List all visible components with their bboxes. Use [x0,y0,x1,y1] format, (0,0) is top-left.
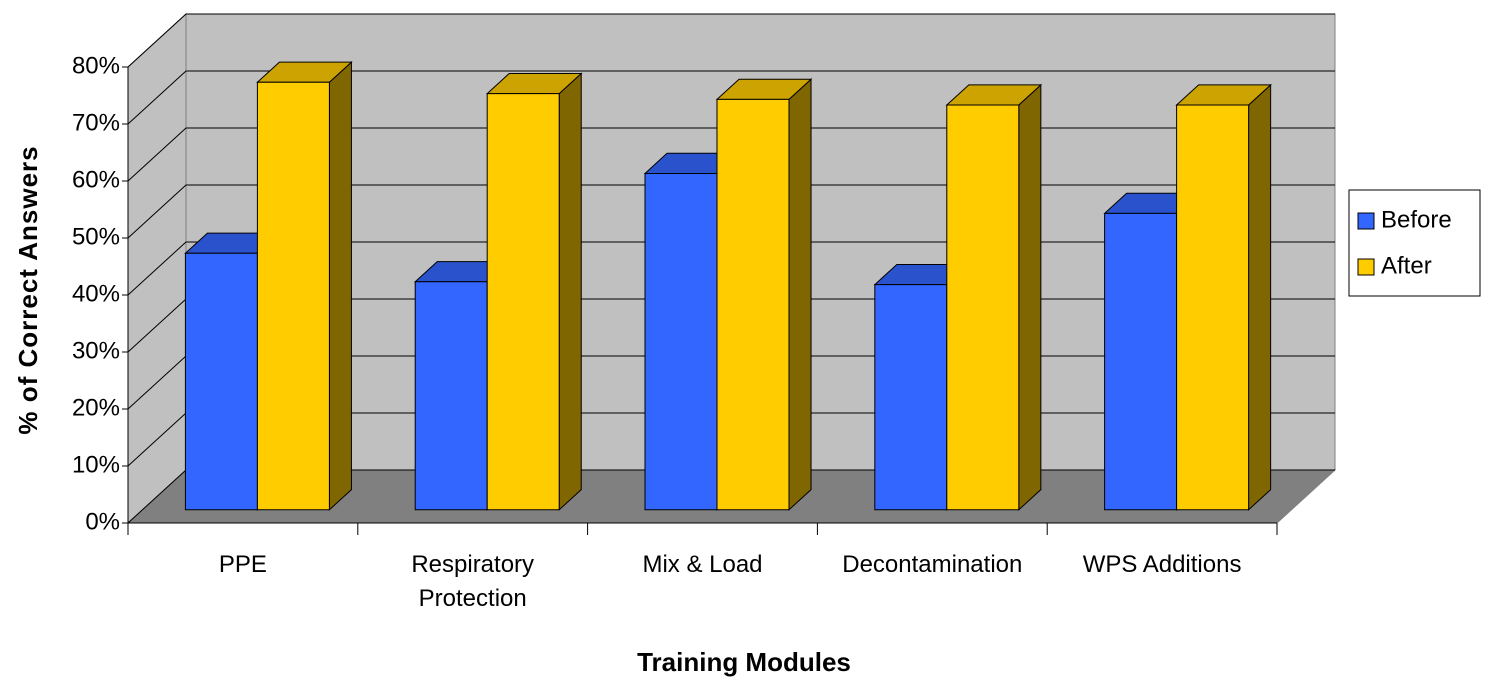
y-tick-label: 70% [72,109,120,136]
x-tick-label: Respiratory Protection [411,551,535,612]
y-tick-label: 20% [72,394,120,421]
bar [485,72,583,511]
x-tick-label: PPE [218,551,267,578]
legend-swatch [1357,258,1375,276]
bar-front [1176,104,1250,511]
bar [945,83,1043,511]
x-tick-label: Mix & Load [642,551,763,578]
bar [1175,83,1272,511]
y-tick-label: 30% [72,337,120,364]
bar [715,78,813,511]
legend-swatch [1357,212,1375,230]
x-tick-label: WPS Additions [1082,551,1242,578]
legend-box [1348,189,1481,297]
bar-side [1018,83,1042,511]
bar-side [788,78,812,511]
y-axis-title: % of Correct Answers [13,145,43,434]
bar-front [644,172,718,511]
legend-label: After [1381,252,1432,279]
legend-label: Before [1381,206,1452,233]
y-tick-label: 50% [72,223,120,250]
grid-line [127,13,1335,68]
bar-front [1104,212,1178,511]
bar-front [184,252,258,511]
bar-front [874,284,948,511]
y-tick-label: 0% [85,508,120,535]
x-tick-label: Decontamination [842,551,1023,578]
x-axis-title: Training Modules [637,647,851,677]
bar-front [256,81,330,511]
y-tick-label: 60% [72,166,120,193]
y-tick-label: 80% [72,52,120,79]
bar [256,60,353,511]
bar-front [716,98,790,511]
bar-side [1248,83,1272,511]
y-tick-label: 40% [72,280,120,307]
bar-side [558,72,582,511]
bar-front [946,104,1020,511]
y-tick-label: 10% [72,451,120,478]
bar-front [414,281,488,511]
bar-side [328,60,352,511]
bar-front [486,93,560,511]
grid-line [127,70,1335,125]
